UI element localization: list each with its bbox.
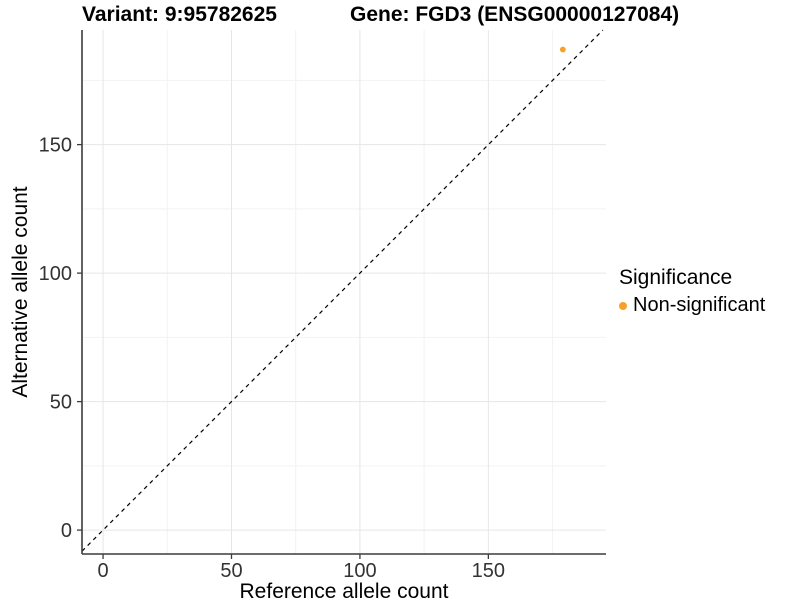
- legend: Significance Non-significant: [619, 266, 765, 317]
- data-point: [559, 46, 566, 53]
- x-tick-label: 0: [98, 560, 109, 582]
- y-tick-label: 100: [39, 263, 72, 285]
- x-tick-label: 50: [220, 560, 242, 582]
- y-tick-label: 150: [39, 135, 72, 157]
- plot-title-gene: Gene: FGD3 (ENSG00000127084): [350, 3, 680, 26]
- identity-dashed-line: [81, 29, 604, 552]
- legend-item-non-significant: Non-significant: [619, 294, 765, 317]
- y-tick-label: 0: [61, 520, 72, 542]
- x-tick-label: 150: [472, 560, 505, 582]
- plot-title-variant: Variant: 9:95782625: [82, 3, 277, 26]
- x-tick-label: 100: [343, 560, 376, 582]
- y-axis-title: Alternative allele count: [9, 186, 32, 398]
- y-tick-label: 50: [50, 392, 72, 414]
- legend-item-label: Non-significant: [633, 294, 766, 316]
- x-axis-title: Reference allele count: [239, 580, 449, 600]
- legend-title: Significance: [619, 266, 733, 289]
- legend-key-dot-icon: [619, 301, 627, 310]
